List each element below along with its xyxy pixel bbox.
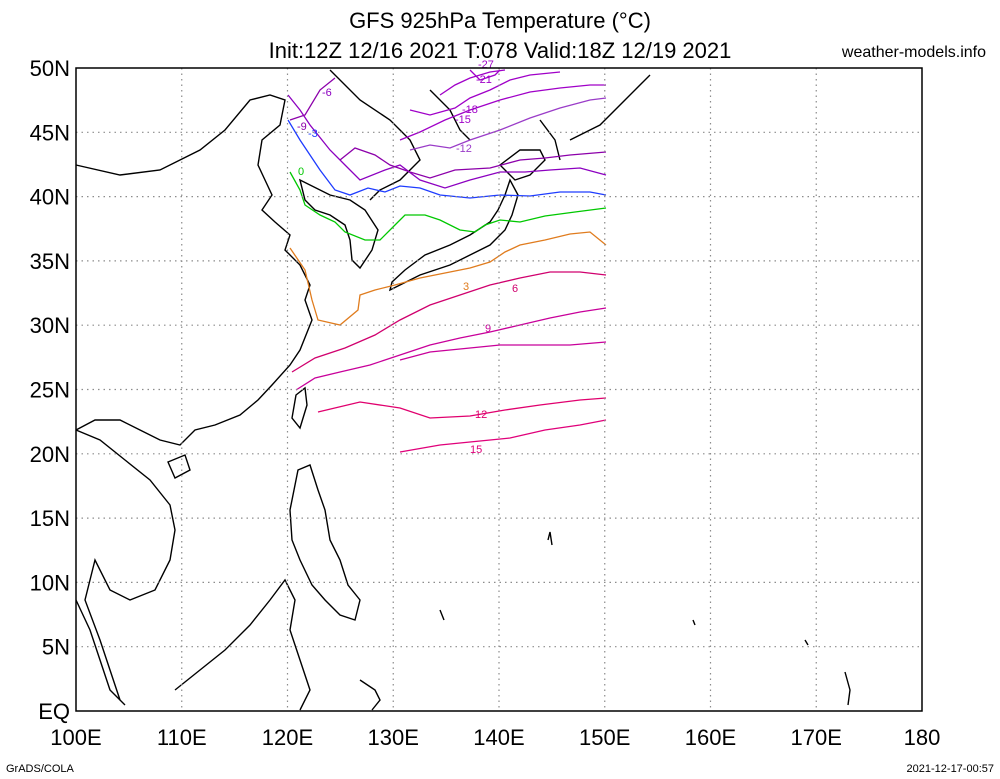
coastline-layer xyxy=(75,69,851,711)
contour-label-layer: -27 -21 -18-15 -12 -9 -6 -3 0 3 6 9 12 15 xyxy=(297,59,518,456)
contour-value-label: -21 xyxy=(476,74,492,86)
contour-layer xyxy=(287,69,607,453)
footer-right: 2021-12-17-00:57 xyxy=(906,763,994,775)
lat-tick-label: 15N xyxy=(30,506,70,531)
contour-value-label: -27 xyxy=(478,59,494,71)
lat-tick-label: 25N xyxy=(30,378,70,403)
lat-tick-label: EQ xyxy=(38,699,70,724)
lat-tick-label: 10N xyxy=(30,570,70,595)
tick-label-layer: 100E 110E 120E 130E 140E 150E 160E 170E 180 EQ 5N 1… xyxy=(30,56,941,750)
isotherm-line xyxy=(289,171,607,241)
contour-value-label: 6 xyxy=(512,283,518,295)
coastline-russia xyxy=(329,69,471,201)
isotherm-line xyxy=(295,307,607,391)
contour-value-label: 12 xyxy=(475,409,487,421)
isotherm-line xyxy=(317,397,607,419)
coastline-philippines xyxy=(289,464,361,621)
lat-tick-label: 50N xyxy=(30,56,70,81)
isotherm-line xyxy=(399,341,607,361)
contour-value-label: -6 xyxy=(322,87,332,99)
coastline-taiwan xyxy=(291,386,308,430)
contour-value-label: -12 xyxy=(456,143,472,155)
brand-label: weather-models.info xyxy=(841,44,986,61)
lon-tick-label: 100E xyxy=(50,725,101,750)
isotherm-line xyxy=(289,77,607,179)
coastline-sakhalin xyxy=(539,74,651,161)
isotherm-line xyxy=(399,84,606,141)
isotherm-line xyxy=(409,71,561,116)
lon-tick-label: 170E xyxy=(791,725,842,750)
coastline-hainan xyxy=(167,454,191,479)
lon-tick-label: 110E xyxy=(157,725,207,750)
coastline-china xyxy=(75,94,313,446)
map-frame xyxy=(75,67,923,712)
contour-value-label: -15 xyxy=(455,114,471,126)
contour-value-label: 0 xyxy=(298,166,304,178)
coastline-indochina xyxy=(75,429,176,701)
lon-tick-label: 180 xyxy=(904,725,941,750)
isotherm-line xyxy=(439,69,506,96)
contour-value-label: -18 xyxy=(462,104,478,116)
grid-layer xyxy=(76,68,922,711)
contour-value-label: 3 xyxy=(463,281,469,293)
lat-tick-label: 30N xyxy=(30,313,70,338)
coastline-borneo xyxy=(174,578,311,711)
map-subtitle: Init:12Z 12/16 2021 T:078 Valid:18Z 12/1… xyxy=(268,38,732,63)
contour-value-label: 9 xyxy=(485,323,491,335)
isotherm-line xyxy=(399,419,607,453)
isotherm-line xyxy=(291,271,607,373)
lat-tick-label: 20N xyxy=(30,442,70,467)
coastline-japan xyxy=(388,178,519,292)
lat-tick-label: 45N xyxy=(30,120,70,145)
footer-left: GrADS/COLA xyxy=(6,763,74,775)
lon-tick-label: 120E xyxy=(262,725,313,750)
lat-tick-label: 5N xyxy=(42,635,70,660)
isotherm-line xyxy=(289,231,607,326)
coastline-sulawesi xyxy=(359,531,851,711)
coastline-hokkaido xyxy=(498,149,546,181)
contour-value-label: -9 xyxy=(297,121,307,133)
isotherm-line xyxy=(469,69,501,81)
lon-tick-label: 160E xyxy=(685,725,736,750)
contour-value-label: -3 xyxy=(308,128,318,140)
isotherm-line xyxy=(409,97,607,151)
lon-tick-label: 130E xyxy=(368,725,419,750)
isotherm-line xyxy=(287,119,607,199)
lon-tick-label: 150E xyxy=(579,725,630,750)
map-title: GFS 925hPa Temperature (°C) xyxy=(349,8,651,33)
coastline-malay xyxy=(75,599,126,706)
contour-value-label: 15 xyxy=(470,444,482,456)
lat-tick-label: 35N xyxy=(30,249,70,274)
lon-tick-label: 140E xyxy=(473,725,524,750)
coastline-korea xyxy=(298,178,379,270)
lat-tick-label: 40N xyxy=(30,185,70,210)
